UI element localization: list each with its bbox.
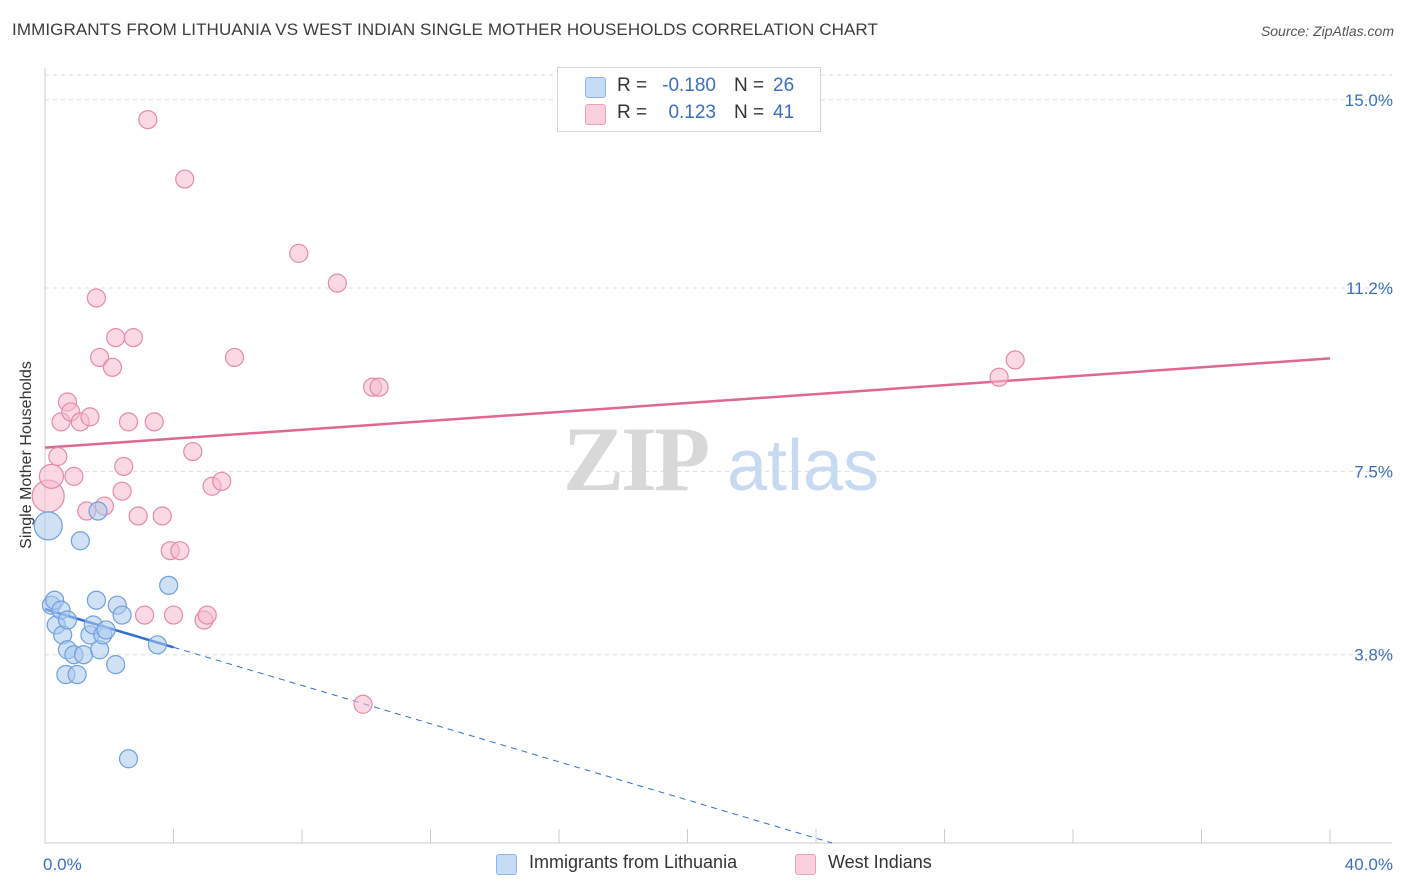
legend-r-label: R = (617, 75, 648, 96)
point-west-indians (289, 243, 309, 263)
x-tick-label: 0.0% (43, 855, 82, 874)
tick-labels: 15.0% 11.2% 7.5% 3.8% 0.0% 40.0% (43, 91, 1393, 874)
point-west-indians (114, 456, 134, 477)
y-tick-label: 15.0% (1345, 91, 1393, 110)
y-tick-label: 11.2% (1346, 279, 1393, 298)
point-lithuania (159, 575, 179, 595)
point-west-indians (170, 541, 190, 561)
point-west-indians (1005, 350, 1025, 370)
point-west-indians (86, 288, 107, 308)
x-tick-label: 40.0% (1345, 855, 1393, 874)
point-west-indians (102, 357, 123, 377)
point-west-indians (128, 506, 148, 526)
point-west-indians (38, 463, 65, 489)
source-credit: Source: ZipAtlas.com (1260, 23, 1394, 39)
point-west-indians (90, 347, 110, 368)
trend-line-west-indians (44, 357, 1331, 449)
point-lithuania (57, 610, 78, 630)
point-west-indians (212, 471, 232, 491)
point-west-indians (118, 412, 139, 432)
point-lithuania (86, 590, 107, 610)
point-west-indians (197, 605, 217, 625)
legend-swatch-pink (795, 854, 816, 875)
y-tick-label: 3.8% (1354, 646, 1393, 665)
point-west-indians (112, 481, 132, 501)
point-lithuania (118, 749, 139, 769)
legend-swatch-blue (496, 854, 517, 875)
point-lithuania (70, 531, 90, 551)
axes (44, 68, 1392, 844)
point-lithuania (73, 645, 94, 665)
point-west-indians (327, 273, 347, 293)
point-west-indians (175, 169, 195, 189)
chart-title: IMMIGRANTS FROM LITHUANIA VS WEST INDIAN… (12, 20, 878, 39)
legend-r-label: R = (617, 102, 648, 123)
point-west-indians (48, 446, 68, 467)
point-lithuania (96, 620, 116, 640)
legend-r-value: 0.123 (668, 102, 716, 123)
point-west-indians (106, 328, 126, 348)
point-west-indians (369, 377, 389, 397)
stats-legend: R = -0.180 N = 26 R = 0.123 N = 41 (557, 67, 821, 132)
point-west-indians (123, 328, 143, 348)
watermark-atlas: atlas (727, 426, 879, 506)
gridlines (45, 74, 1392, 656)
legend-n-label: N = (734, 75, 765, 96)
legend-label-west-indians: West Indians (828, 852, 932, 872)
point-lithuania (33, 511, 63, 541)
legend-swatch-pink (585, 104, 606, 125)
point-lithuania (67, 664, 87, 685)
point-west-indians (138, 109, 158, 130)
point-west-indians (183, 441, 203, 462)
point-west-indians (989, 367, 1009, 387)
point-west-indians (224, 347, 245, 368)
watermark-zip: ZIP (563, 408, 708, 510)
point-west-indians (144, 412, 164, 432)
legend-row-lithuania: R = -0.180 N = 26 (558, 73, 820, 99)
legend-swatch-blue (585, 77, 606, 98)
legend-n-label: N = (734, 102, 765, 123)
point-west-indians (152, 506, 172, 526)
point-west-indians (134, 605, 155, 625)
point-lithuania (106, 655, 126, 675)
legend-row-west-indians: R = 0.123 N = 41 (558, 100, 820, 126)
y-tick-label: 7.5% (1354, 462, 1393, 481)
point-lithuania (112, 605, 132, 625)
point-west-indians (80, 407, 100, 427)
point-west-indians (163, 605, 184, 625)
point-lithuania (88, 501, 108, 521)
legend-r-value: -0.180 (662, 75, 716, 96)
legend-label-lithuania: Immigrants from Lithuania (529, 852, 738, 872)
legend-n-value: 41 (773, 102, 795, 123)
point-west-indians (64, 466, 84, 486)
data-points (31, 109, 1025, 769)
trend-line-lithuania-extension (173, 646, 833, 844)
legend-n-value: 26 (773, 75, 795, 96)
point-lithuania (147, 635, 168, 655)
point-west-indians (353, 694, 373, 714)
